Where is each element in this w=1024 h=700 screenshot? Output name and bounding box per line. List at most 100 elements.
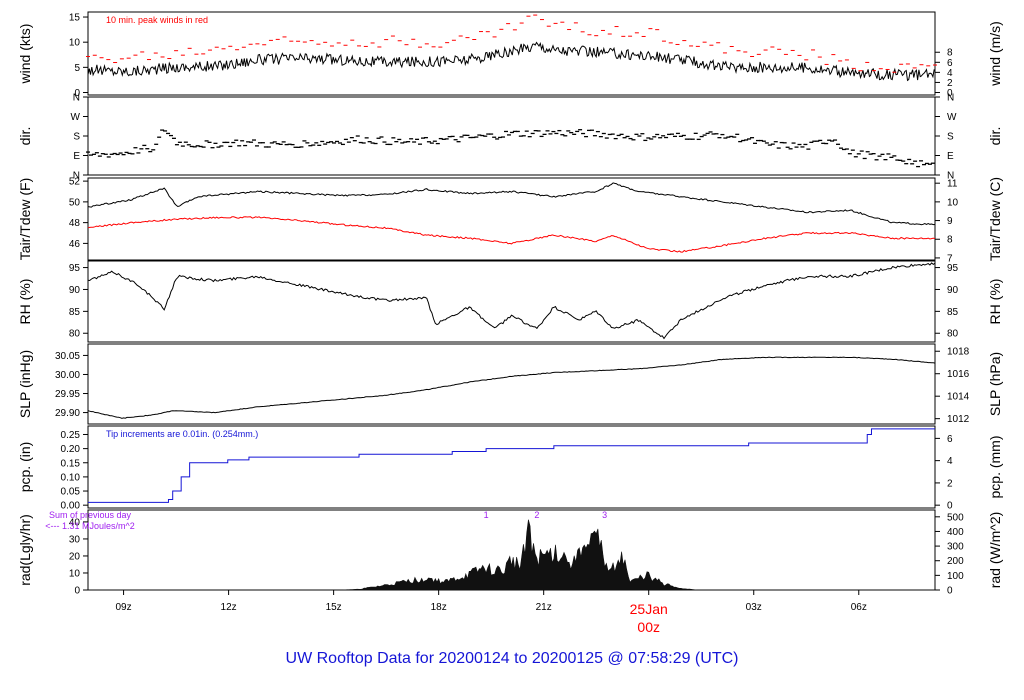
right-tick-label: 9 (947, 216, 953, 227)
rad-marker: 3 (602, 510, 607, 520)
wind-series-line (87, 41, 935, 82)
y-axis-label-right: rad (W/m^2) (987, 512, 1003, 589)
right-tick-label: 1018 (947, 347, 970, 358)
left-tick-label: 0 (74, 88, 80, 99)
rad-marker: 2 (534, 510, 539, 520)
right-tick-label: 0 (947, 586, 953, 597)
right-tick-label: 6 (947, 58, 953, 69)
right-tick-label: 2 (947, 78, 953, 89)
panel-frame-pcp (87, 425, 936, 509)
wind-annotation: 10 min. peak winds in red (106, 15, 208, 25)
panel-frame-rh (87, 260, 936, 343)
right-tick-label: 400 (947, 527, 964, 538)
left-tick-label: 10 (69, 568, 81, 579)
left-tick-label: 0.10 (61, 472, 81, 483)
y-axis-label-right: wind (m/s) (987, 21, 1003, 87)
rh-series-line (87, 262, 936, 340)
left-tick-label: 40 (69, 517, 81, 528)
left-tick-label: S (73, 132, 80, 143)
y-axis-label-right: RH (%) (987, 279, 1003, 325)
left-tick-label: 10 (69, 38, 81, 49)
right-tick-label: 6 (947, 434, 953, 445)
left-tick-label: 0 (74, 586, 80, 597)
left-tick-label: 0.15 (61, 458, 81, 469)
right-tick-label: 2 (947, 478, 953, 489)
chart-footer-title: UW Rooftop Data for 20200124 to 20200125… (285, 650, 739, 667)
right-tick-label: N (947, 171, 954, 182)
left-tick-label: 30 (69, 534, 81, 545)
x-date-label: 25Jan (630, 601, 668, 617)
slp-series-line (87, 356, 936, 419)
pcp-annotation: Tip increments are 0.01in. (0.254mm.) (106, 429, 258, 439)
right-tick-label: N (947, 93, 954, 104)
right-tick-label: E (947, 151, 954, 162)
right-tick-label: 7 (947, 253, 953, 264)
y-axis-label-left: pcp. (in) (17, 442, 33, 493)
left-tick-label: 20 (69, 551, 81, 562)
left-tick-label: 46 (69, 239, 81, 250)
left-tick-label: 5 (74, 63, 80, 74)
panel-frame-temp (87, 177, 936, 261)
left-tick-label: 30.00 (55, 370, 80, 381)
y-axis-label-right: pcp. (mm) (987, 436, 1003, 499)
right-tick-label: 100 (947, 571, 964, 582)
x-tick-label: 15z (326, 602, 342, 613)
rad-annotation-value: <--- 1.31 MJoules/m^2 (45, 521, 135, 531)
right-tick-label: 500 (947, 512, 964, 523)
right-tick-label: 8 (947, 235, 953, 246)
y-axis-label-left: RH (%) (17, 279, 33, 325)
left-tick-label: 0.05 (61, 487, 81, 498)
temp-series-line (87, 216, 936, 253)
left-tick-label: 15 (69, 13, 81, 24)
right-tick-label: 0 (947, 501, 953, 512)
right-tick-label: S (947, 132, 954, 143)
left-tick-label: 0.20 (61, 444, 81, 455)
left-tick-label: 80 (69, 329, 81, 340)
y-axis-label-right: dir. (987, 127, 1003, 146)
left-tick-label: 29.95 (55, 389, 80, 400)
y-axis-label-left: wind (kts) (17, 24, 33, 85)
right-tick-label: 11 (947, 179, 958, 190)
right-tick-label: 8 (947, 48, 953, 59)
panel-frame-slp (87, 343, 936, 425)
right-tick-label: 1012 (947, 414, 970, 425)
x-tick-label: 12z (221, 602, 237, 613)
right-tick-label: 0 (947, 88, 953, 99)
x-tick-label: 18z (431, 602, 447, 613)
left-tick-label: 85 (69, 307, 81, 318)
x-tick-label: 03z (746, 602, 762, 613)
right-tick-label: 1014 (947, 392, 970, 403)
right-tick-label: 4 (947, 68, 953, 79)
left-tick-label: 50 (69, 197, 81, 208)
left-tick-label: 0.00 (61, 501, 81, 512)
panel-frame-dir (87, 96, 936, 176)
left-tick-label: W (71, 112, 81, 123)
rad-marker: 1 (484, 510, 489, 520)
x-tick-label: 21z (536, 602, 552, 613)
precip-line (88, 428, 935, 503)
left-tick-label: 48 (69, 218, 81, 229)
temp-series-line (87, 182, 936, 226)
right-tick-label: 80 (947, 329, 959, 340)
y-axis-label-left: rad(Lgly/hr) (17, 514, 33, 586)
radiation-area (88, 519, 935, 591)
x-tick-label: 09z (116, 602, 132, 613)
right-tick-label: 95 (947, 263, 959, 274)
left-tick-label: E (73, 151, 80, 162)
right-tick-label: 300 (947, 542, 964, 553)
x-tick-label: 00z (637, 619, 660, 635)
right-tick-label: 85 (947, 307, 959, 318)
y-axis-label-left: SLP (inHg) (17, 350, 33, 418)
right-tick-label: 1016 (947, 369, 970, 380)
y-axis-label-left: dir. (17, 127, 33, 146)
right-tick-label: 10 (947, 197, 959, 208)
x-tick-label: 06z (851, 602, 867, 613)
right-tick-label: 4 (947, 456, 953, 467)
left-tick-label: 52 (69, 177, 81, 188)
rad-annotation-title: Sum of previous day (49, 510, 132, 520)
left-tick-label: N (73, 171, 80, 182)
left-tick-label: 30.05 (55, 351, 80, 362)
left-tick-label: 0.25 (61, 430, 81, 441)
right-tick-label: 90 (947, 285, 959, 296)
